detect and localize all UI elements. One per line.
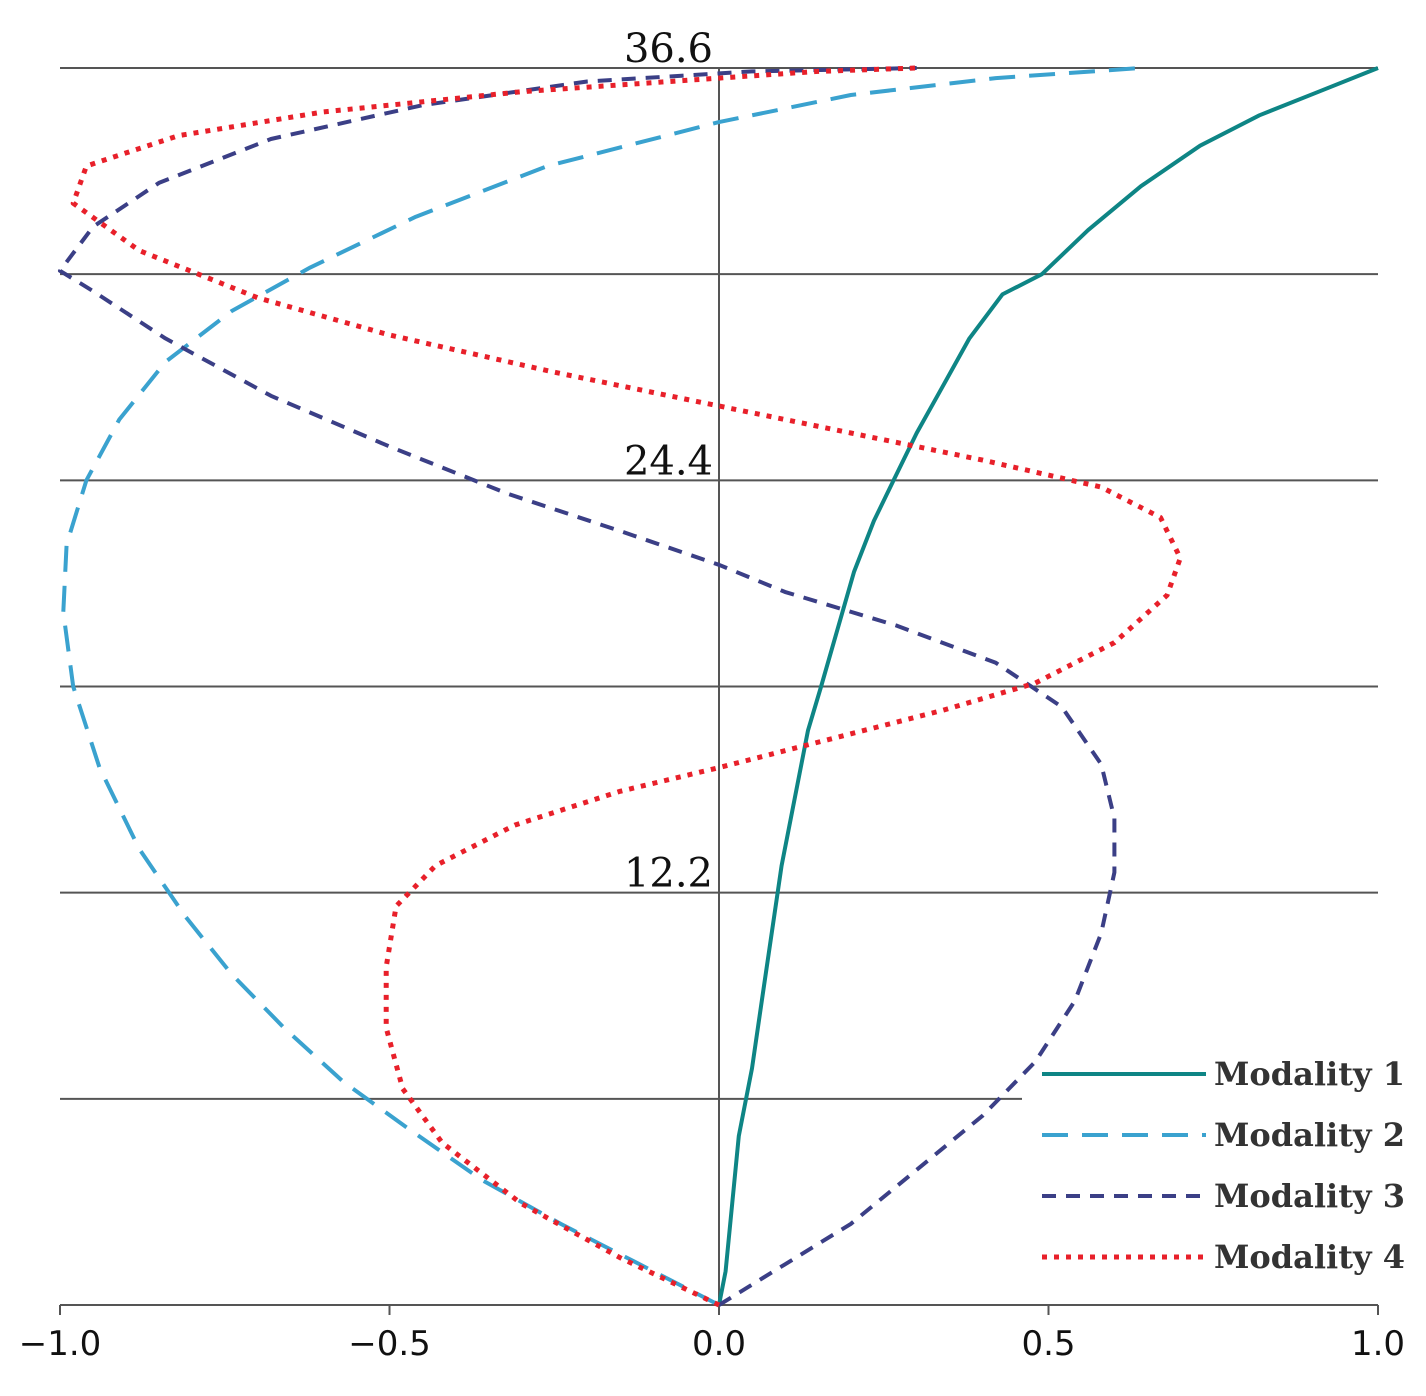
x-tick-label-2: 0.0 xyxy=(692,1324,746,1364)
x-tick-label-0: −1.0 xyxy=(19,1324,102,1364)
x-tick-label-4: 1.0 xyxy=(1351,1324,1405,1364)
series-line-1 xyxy=(717,66,1379,1306)
x-tick-label-3: 0.5 xyxy=(1021,1324,1075,1364)
legend-label-2: Modality 2 xyxy=(1214,1116,1405,1154)
legend-label-4: Modality 4 xyxy=(1214,1238,1405,1276)
series-line-3 xyxy=(58,66,1117,1307)
axes xyxy=(59,68,1379,1315)
legend-label-1: Modality 1 xyxy=(1214,1055,1405,1093)
x-tick-labels: −1.0 −0.5 0.0 0.5 1.0 xyxy=(19,1324,1405,1364)
series-line-4 xyxy=(70,65,1183,1308)
series-group xyxy=(58,65,1379,1308)
legend-label-3: Modality 3 xyxy=(1214,1177,1405,1215)
y-tick-labels: 12.2 24.4 36.6 xyxy=(624,26,713,897)
y-tick-label-0: 12.2 xyxy=(624,851,713,897)
legend: Modality 1 Modality 2 Modality 3 Modality 4 xyxy=(1042,1055,1405,1276)
y-tick-label-1: 24.4 xyxy=(624,438,713,484)
y-tick-label-2: 36.6 xyxy=(624,26,713,72)
x-tick-label-1: −0.5 xyxy=(348,1324,431,1364)
